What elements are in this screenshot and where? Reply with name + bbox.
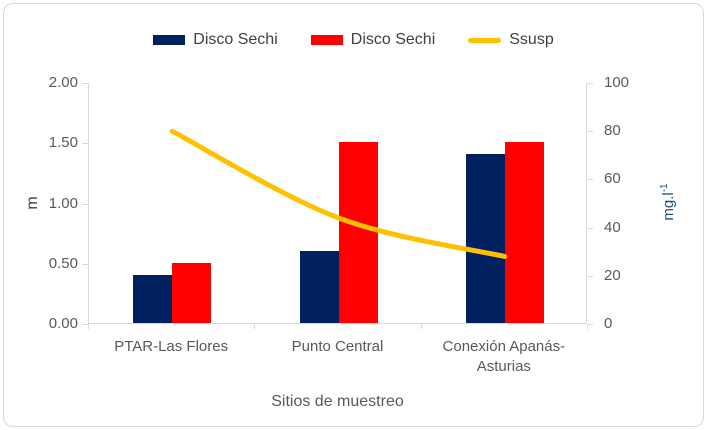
x-axis-tickmark (420, 324, 422, 329)
legend-label: Disco Sechi (193, 31, 278, 48)
disco-sechi-swatch-icon (310, 35, 343, 45)
x-axis-tickmark (254, 324, 256, 329)
y-axis-right-tickmark (587, 227, 593, 229)
x-category-label: Conexión Apanás-Asturias (442, 338, 566, 376)
x-axis-tickmark (587, 324, 588, 329)
disco-sechi-bar-1 (172, 262, 212, 323)
y-axis-left-tick-label: 0.50 (48, 254, 78, 272)
chart-border (3, 3, 704, 427)
right-axis-title: mg.l-1 (659, 183, 677, 220)
legend: Disco Sechi Disco Sechi Ssusp (0, 31, 707, 49)
y-axis-right-tick-label: 20 (604, 266, 621, 284)
y-axis-left-tickmark (82, 324, 88, 325)
legend-item-disco-sechi-1: Disco Sechi (310, 31, 436, 49)
ssusp-line-icon (468, 37, 502, 43)
y-axis-left-tick-label: 0.00 (48, 315, 78, 332)
y-axis-left-tick-label: 1.50 (48, 134, 78, 152)
legend-label: Ssusp (509, 31, 554, 48)
disco-sechi-bar-3 (465, 154, 505, 323)
x-category-label: PTAR-Las Flores (114, 338, 229, 355)
legend-item-disco-sechi-0: Disco Sechi (153, 31, 278, 49)
y-axis-right-tickmark (587, 131, 593, 133)
y-axis-left-tickmark (82, 143, 88, 145)
y-axis-left-tick-label: 2.00 (48, 74, 78, 91)
disco-sechi-bar-2 (338, 142, 378, 323)
disco-sechi-bar-2 (299, 250, 339, 323)
y-axis-left-tickmark (82, 203, 88, 205)
y-axis-right-tickmark (587, 275, 593, 277)
y-axis-right-tick-label: 40 (604, 218, 621, 236)
y-axis-left-tickmark (82, 263, 88, 265)
y-axis-right-tickmark (587, 83, 593, 84)
x-axis-title: Sitios de muestreo (271, 393, 404, 410)
ssusp-line (169, 128, 508, 260)
disco-sechi-swatch-icon (153, 35, 186, 45)
y-axis-right-tick-label: 60 (604, 170, 621, 188)
y-axis-right-tickmark (587, 324, 593, 325)
y-axis-left-tickmark (82, 83, 88, 84)
right-axis-title-sup: -1 (659, 183, 670, 193)
y-axis-right-tick-label: 100 (604, 74, 630, 91)
x-category-label: Punto Central (291, 338, 384, 355)
y-axis-right-tick-label: 0 (604, 315, 613, 332)
legend-label: Disco Sechi (350, 31, 436, 48)
disco-sechi-bar-1 (133, 274, 173, 323)
y-axis-right-tick-label: 80 (604, 122, 621, 140)
disco-sechi-bar-3 (504, 142, 544, 323)
legend-item-ssusp-2: Ssusp (468, 31, 554, 49)
y-axis-left-tick-label: 1.00 (48, 194, 78, 212)
y-axis-right-tickmark (587, 179, 593, 181)
plot-area (88, 83, 587, 324)
right-axis-title-base: mg.l (660, 192, 677, 221)
x-axis-tickmark (88, 324, 89, 329)
